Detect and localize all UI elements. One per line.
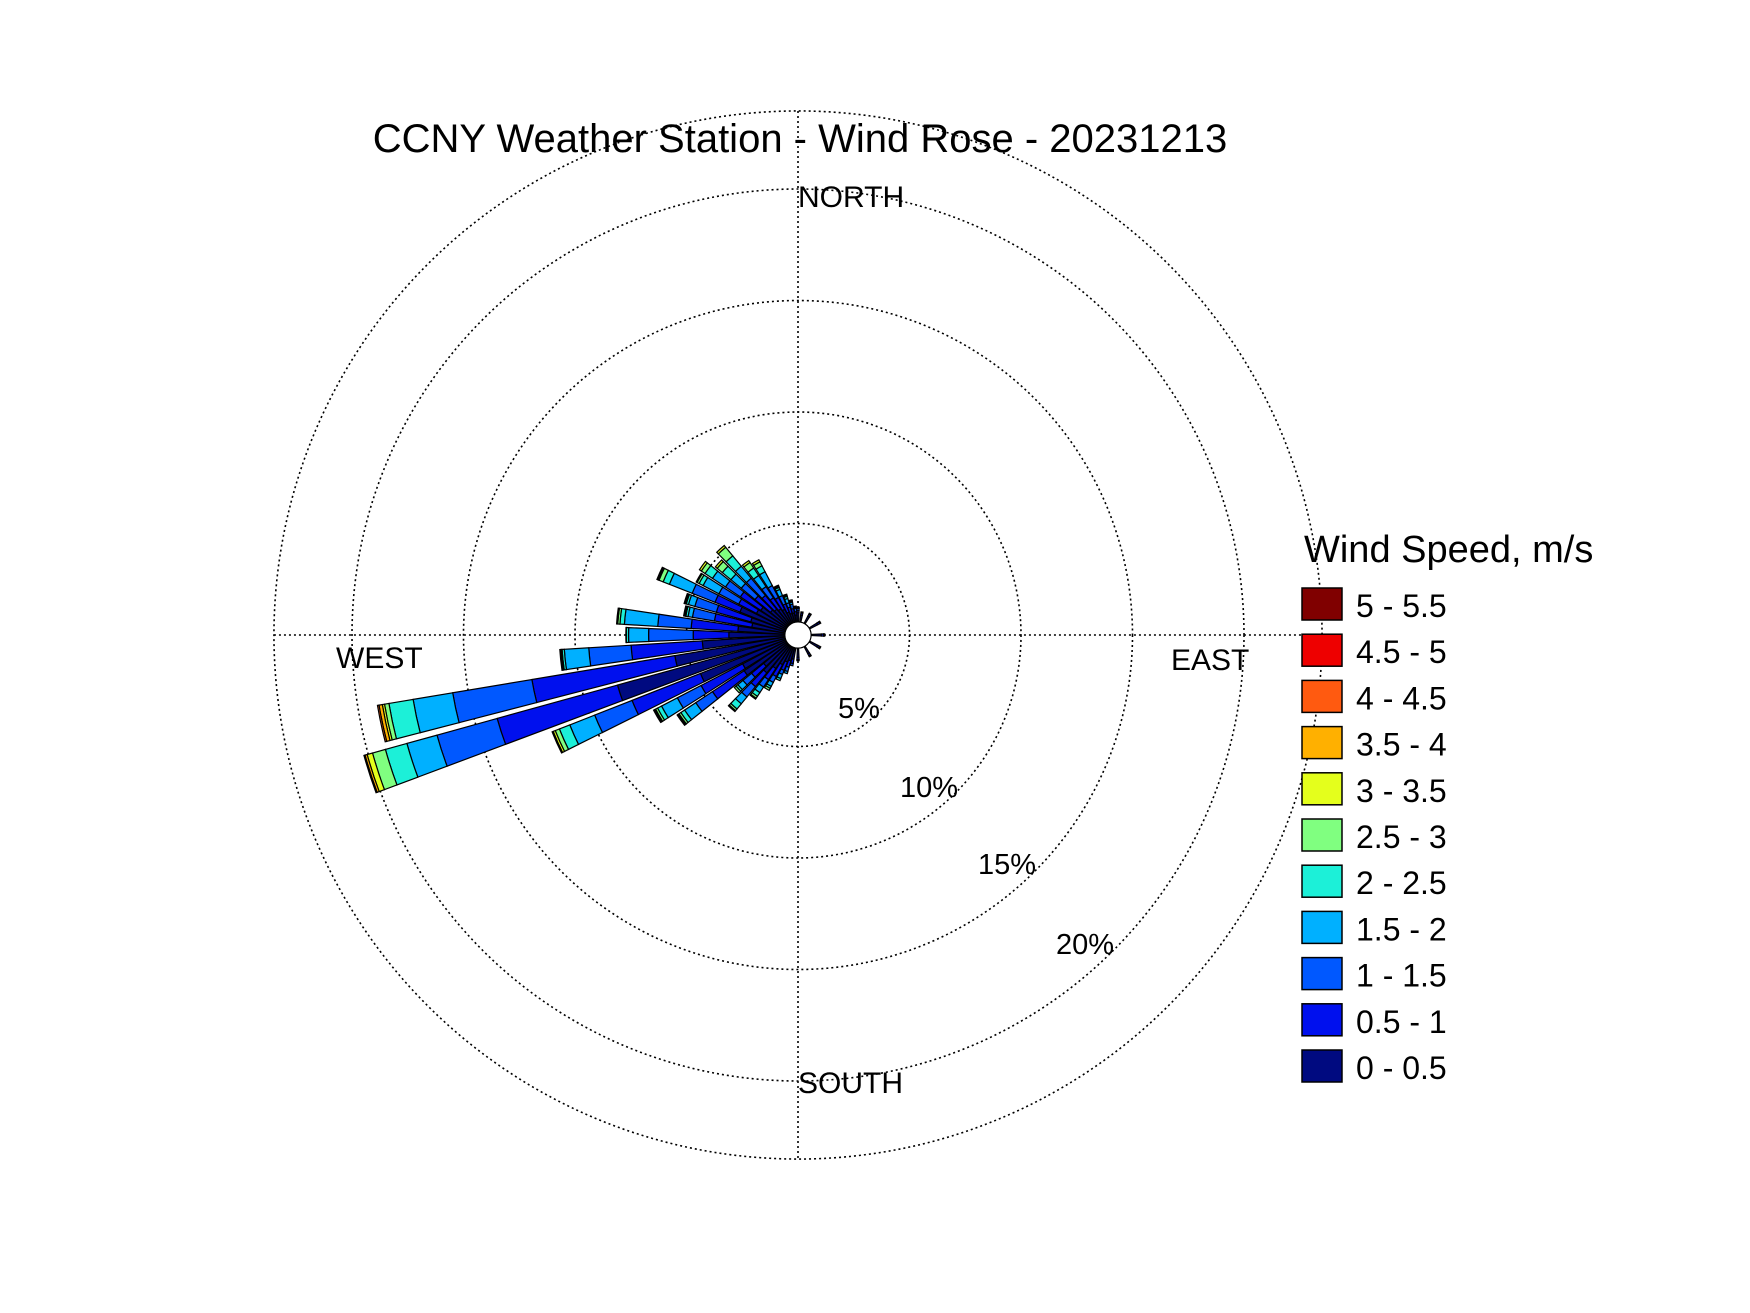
sector-336-bin-6 [773, 584, 780, 589]
legend-label-10: 0 - 0.5 [1356, 1050, 1447, 1086]
legend-label-0: 5 - 5.5 [1356, 588, 1447, 624]
legend-label-3: 3.5 - 4 [1356, 727, 1447, 763]
sector-120-bin-2 [817, 645, 822, 650]
grid-ring-15 [462, 299, 1134, 971]
center-circle [784, 621, 812, 649]
ring-label-15: 15% [978, 849, 1036, 881]
sector-354-bin-4 [793, 605, 797, 609]
ring-label-5: 5% [838, 693, 880, 725]
sector-324-bin-6 [741, 559, 751, 568]
sector-0-bin-3 [796, 606, 800, 609]
sector-264-bin-3 [563, 647, 592, 671]
legend-swatch-1 [1301, 633, 1343, 667]
legend-swatch-2 [1301, 679, 1343, 714]
legend-swatch-6 [1301, 864, 1343, 898]
sector-246-bin-7 [551, 730, 564, 754]
sector-270-bin-2 [647, 627, 694, 643]
sector-258-bin-8 [376, 704, 388, 743]
legend-title: Wind Speed, m/s [1304, 529, 1593, 571]
sector-198-bin-3 [783, 669, 789, 675]
sector-90-bin-2 [822, 633, 826, 637]
direction-label-north: NORTH [798, 181, 904, 214]
sector-270-bin-1 [692, 629, 730, 641]
sector-10-bin-2 [800, 611, 804, 614]
legend-swatch-0 [1301, 587, 1343, 621]
sector-252-bin-8 [363, 754, 378, 794]
sector-210-bin-5 [763, 684, 772, 692]
sector-270-bin-3 [627, 626, 650, 644]
sector-216-bin-6 [749, 693, 757, 700]
legend-swatch-3 [1301, 725, 1343, 760]
legend-swatch-7 [1301, 910, 1343, 945]
sector-30-bin-2 [808, 612, 813, 617]
legend-label-5: 2.5 - 3 [1356, 819, 1447, 855]
sector-228-bin-5 [733, 685, 742, 694]
chart-title: CCNY Weather Station - Wind Rose - 20231… [373, 117, 1228, 161]
legend-label-9: 0.5 - 1 [1356, 1004, 1447, 1040]
sector-342-bin-6 [782, 593, 788, 598]
direction-label-south: SOUTH [798, 1067, 903, 1100]
sector-312-bin-6 [714, 559, 725, 570]
legend-label-8: 1 - 1.5 [1356, 958, 1447, 994]
sector-282-bin-6 [682, 605, 688, 617]
sector-318-bin-6 [715, 544, 727, 555]
sector-240-bin-7 [652, 708, 663, 724]
legend-swatch-9 [1301, 1003, 1343, 1037]
sector-204-bin-4 [775, 676, 782, 682]
sector-180-bin-2 [796, 658, 800, 662]
sector-276-bin-6 [615, 607, 621, 625]
legend-label-4: 3 - 3.5 [1356, 773, 1447, 809]
legend-swatch-10 [1301, 1049, 1343, 1083]
wind-sectors [363, 544, 826, 794]
legend-swatch-5 [1301, 818, 1343, 852]
legend: 5 - 5.5 4.5 - 5 4 - 4.5 3.5 - 4 3 - 3.5 2.5 -… [1301, 587, 1447, 1086]
legend-label-2: 4 - 4.5 [1356, 680, 1447, 716]
sector-276-bin-3 [623, 608, 660, 628]
sector-258-bin-3 [412, 692, 460, 734]
legend-label-6: 2 - 2.5 [1356, 865, 1447, 901]
sector-150-bin-2 [808, 653, 813, 658]
sector-300-bin-6 [695, 572, 703, 584]
legend-label-1: 4.5 - 5 [1356, 634, 1447, 670]
legend-swatch-8 [1301, 956, 1343, 991]
legend-swatch-4 [1301, 772, 1343, 806]
direction-label-east: EAST [1171, 644, 1249, 677]
direction-label-west: WEST [336, 642, 423, 675]
legend-label-7: 1.5 - 2 [1356, 911, 1447, 947]
sector-234-bin-7 [676, 713, 687, 727]
sector-264-bin-2 [588, 644, 634, 667]
sector-270-bin-6 [625, 626, 628, 644]
center-hole [784, 621, 812, 649]
sector-330-bin-6 [751, 559, 761, 567]
sector-288-bin-6 [683, 592, 690, 605]
sector-264-bin-6 [559, 648, 564, 671]
sector-294-bin-7 [656, 566, 665, 581]
ring-label-20: 20% [1056, 929, 1114, 961]
sector-348-bin-5 [788, 599, 793, 603]
sector-222-bin-6 [727, 704, 737, 713]
sector-60-bin-2 [817, 620, 822, 625]
ring-label-10: 10% [900, 772, 958, 804]
sector-306-bin-6 [698, 560, 709, 572]
